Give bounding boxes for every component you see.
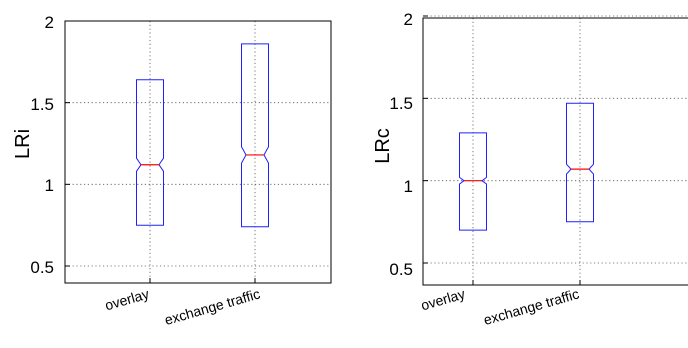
boxplot-box bbox=[136, 79, 164, 226]
chart-lrc: LRc 0.5 1 1.5 2 overlay exchange traffic bbox=[372, 10, 688, 328]
boxplot-box bbox=[566, 102, 594, 223]
y-tick-label: 1.5 bbox=[389, 94, 413, 113]
axes-frame bbox=[422, 17, 688, 286]
plot-area bbox=[65, 20, 331, 283]
y-tick-label: 0.5 bbox=[389, 260, 413, 279]
y-tick-label: 1 bbox=[404, 177, 413, 196]
y-tick-label: 0.5 bbox=[30, 258, 54, 277]
x-category-label: overlay bbox=[419, 286, 467, 314]
x-category-label: overlay bbox=[103, 286, 151, 314]
y-tick-label: 2 bbox=[45, 13, 54, 32]
y-axis-label: LRc bbox=[372, 128, 394, 164]
x-category-label: exchange traffic bbox=[163, 286, 262, 329]
y-tick-label: 2 bbox=[404, 10, 413, 29]
x-category-label: exchange traffic bbox=[482, 286, 581, 329]
y-tick-label: 1 bbox=[45, 176, 54, 195]
boxplot-box bbox=[241, 43, 269, 228]
axes-frame bbox=[64, 20, 332, 284]
plot-area bbox=[423, 15, 688, 285]
y-tick-label: 1.5 bbox=[30, 95, 54, 114]
y-axis-label: LRi bbox=[12, 129, 34, 159]
chart-lri: LRi 0.5 1 1.5 2 overlay exchange traffic bbox=[12, 13, 332, 329]
boxplot-box bbox=[459, 132, 487, 231]
